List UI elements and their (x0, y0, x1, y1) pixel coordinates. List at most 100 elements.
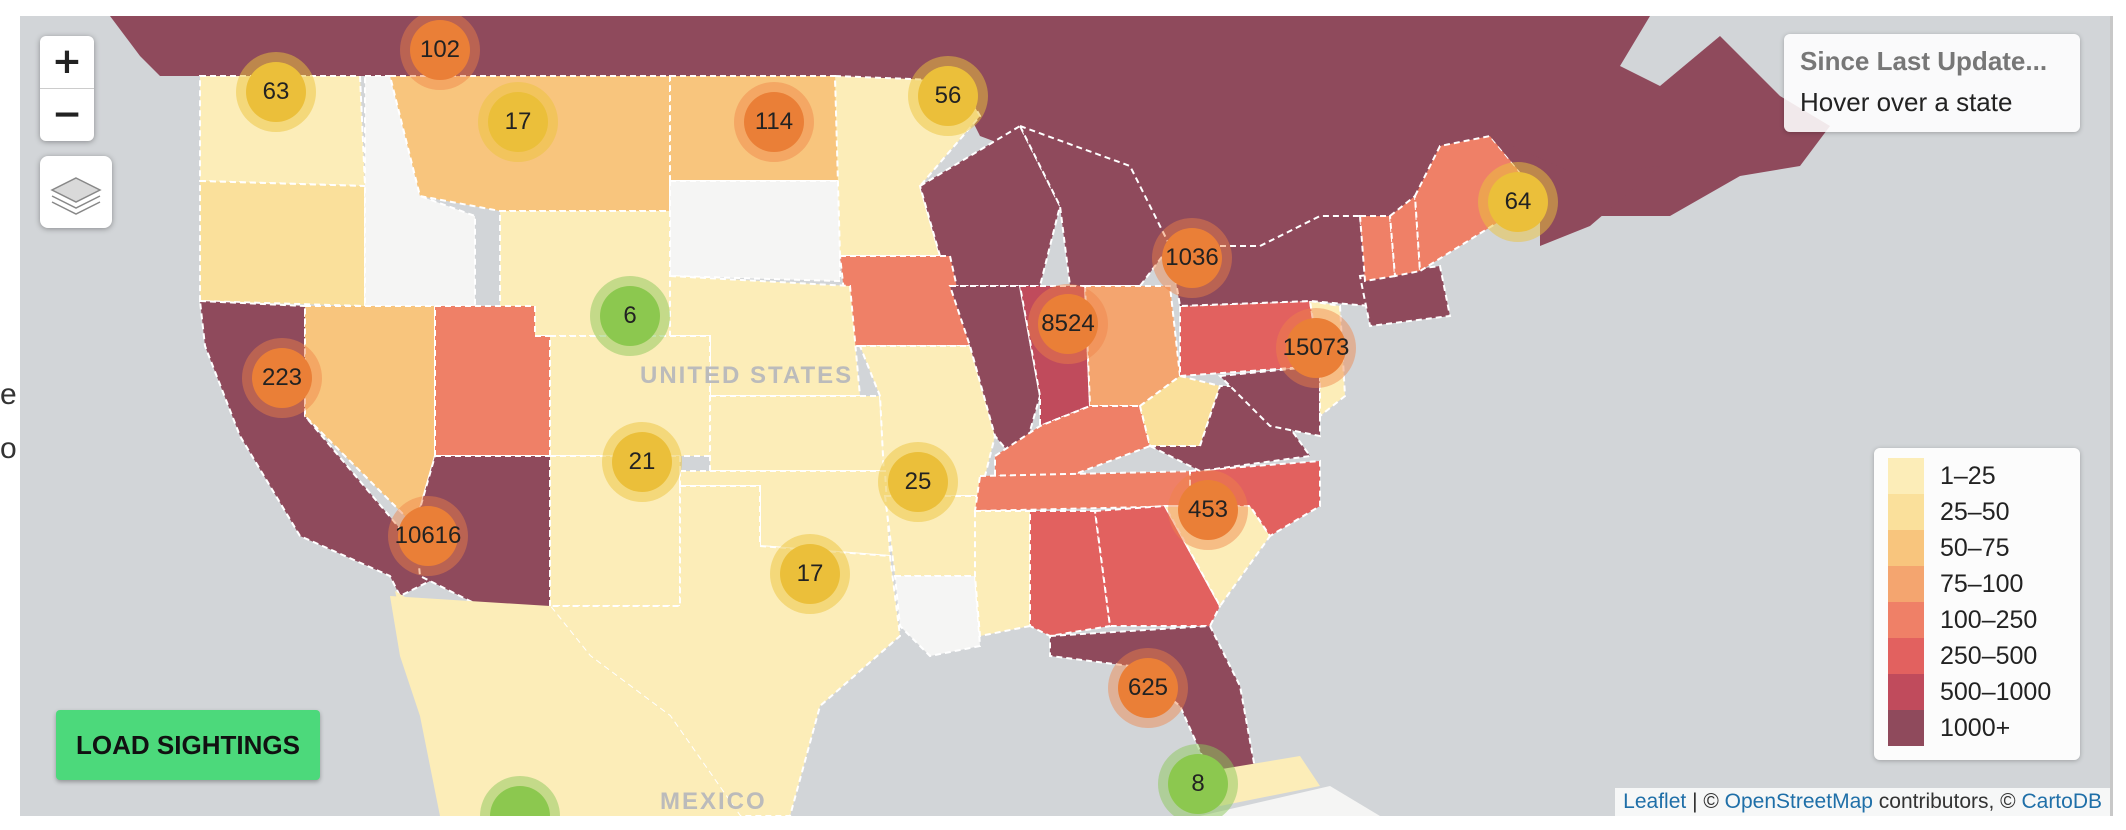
cluster-count: 102 (410, 20, 470, 80)
cluster-marker[interactable]: 25 (878, 442, 958, 522)
legend-swatch (1888, 566, 1924, 602)
legend-row: 100–250 (1888, 602, 2066, 638)
legend-label: 500–1000 (1940, 677, 2052, 706)
load-sightings-button[interactable]: LOAD SIGHTINGS (56, 710, 320, 780)
state-nh (1388, 194, 1422, 278)
state-ga (1093, 504, 1222, 627)
legend-swatch (1888, 530, 1924, 566)
legend-row: 25–50 (1888, 494, 2066, 530)
legend-label: 100–250 (1940, 605, 2038, 634)
legend-row: 50–75 (1888, 530, 2066, 566)
info-subtitle: Hover over a state (1800, 87, 2013, 117)
legend-swatch (1888, 494, 1924, 530)
cluster-count: 15073 (1283, 318, 1349, 378)
cluster-count: 21 (612, 432, 672, 492)
cluster-count: 17 (488, 92, 548, 152)
legend-row: 500–1000 (1888, 674, 2066, 710)
legend-swatch (1888, 638, 1924, 674)
cluster-count: 8 (1168, 754, 1228, 814)
state-ks (709, 395, 887, 472)
cluster-marker[interactable]: 21 (602, 422, 682, 502)
legend-row: 250–500 (1888, 638, 2066, 674)
state-or (199, 179, 366, 308)
cluster-count: 64 (1488, 172, 1548, 232)
state-ms (974, 510, 1031, 638)
cluster-marker[interactable]: 10616 (388, 496, 468, 576)
attribution-sep: | © (1686, 790, 1725, 813)
cluster-count: 223 (252, 348, 312, 408)
cluster-marker[interactable]: 223 (242, 338, 322, 418)
cluster-marker[interactable]: 15073 (1276, 308, 1356, 388)
cluster-count: 453 (1178, 480, 1238, 540)
state-mi (1017, 124, 1172, 287)
zoom-control: + − (40, 36, 94, 141)
zoom-in-button[interactable]: + (40, 36, 94, 89)
cluster-marker[interactable]: 1036 (1152, 218, 1232, 298)
legend-label: 1–25 (1940, 461, 1996, 490)
state-nv (304, 305, 436, 528)
attribution-mid: contributors, © (1872, 790, 2022, 813)
legend-row: 1–25 (1888, 458, 2066, 494)
carto-link[interactable]: CartoDB (2021, 790, 2102, 813)
cluster-marker[interactable]: 453 (1168, 470, 1248, 550)
legend-swatch (1888, 710, 1924, 746)
legend-label: 50–75 (1940, 533, 2010, 562)
edge-text-fragment: e (0, 378, 17, 411)
layers-icon (50, 177, 102, 215)
cluster-count: 17 (780, 544, 840, 604)
legend-swatch (1888, 674, 1924, 710)
legend-label: 25–50 (1940, 497, 2010, 526)
country-label-us: UNITED STATES (640, 362, 854, 389)
layers-button[interactable] (40, 156, 112, 228)
cluster-count: 1036 (1162, 228, 1222, 288)
cluster-marker[interactable]: 64 (1478, 162, 1558, 242)
legend-row: 1000+ (1888, 710, 2066, 746)
region-maritimes (1490, 136, 1660, 246)
leaflet-link[interactable]: Leaflet (1623, 790, 1687, 813)
region-baja (395, 591, 480, 776)
cluster-marker[interactable]: 6 (590, 276, 670, 356)
country-label-mx: MEXICO (660, 788, 767, 815)
state-tn (973, 469, 1202, 513)
legend-label: 250–500 (1940, 641, 2038, 670)
legend: 1–25 25–50 50–75 75–100 100–250 250–500 500–10… (1874, 448, 2080, 760)
legend-label: 75–100 (1940, 569, 2024, 598)
cluster-marker[interactable]: 56 (908, 56, 988, 136)
cluster-count: 10616 (395, 506, 461, 566)
legend-swatch (1888, 458, 1924, 494)
attribution: Leaflet | © OpenStreetMap contributors, … (1615, 788, 2110, 816)
state-al (1029, 510, 1112, 638)
zoom-out-button[interactable]: − (51, 94, 83, 135)
map-container[interactable]: UNITED STATES MEXICO 102 63 17 114 56 64 1036 8… (20, 16, 2113, 816)
cluster-count: 625 (1118, 658, 1178, 718)
map-base (110, 16, 1830, 816)
info-panel: Since Last Update... Hover over a state (1784, 34, 2080, 132)
state-sd (669, 180, 841, 283)
region-mexico (390, 596, 740, 816)
cluster-marker[interactable]: 625 (1108, 648, 1188, 728)
info-title: Since Last Update... (1800, 46, 2048, 76)
cluster-count: 6 (600, 286, 660, 346)
osm-link[interactable]: OpenStreetMap (1724, 790, 1873, 813)
cluster-count: 114 (744, 92, 804, 152)
cluster-marker[interactable]: 8 (1158, 744, 1238, 816)
cluster-marker[interactable]: 63 (236, 52, 316, 132)
cluster-marker[interactable]: 114 (734, 82, 814, 162)
state-ky (994, 405, 1152, 477)
edge-text-fragment: o (0, 432, 17, 465)
cluster-count (490, 786, 550, 816)
cluster-count: 56 (918, 66, 978, 126)
cluster-marker[interactable]: 8524 (1028, 284, 1108, 364)
cluster-count: 25 (888, 452, 948, 512)
cluster-marker[interactable]: 102 (400, 16, 480, 90)
state-vt (1358, 215, 1397, 283)
state-ia (838, 255, 972, 347)
legend-label: 1000+ (1940, 713, 2011, 742)
cluster-marker[interactable]: 17 (770, 534, 850, 614)
cluster-marker[interactable]: 17 (478, 82, 558, 162)
state-md (1217, 364, 1321, 438)
cluster-count: 8524 (1038, 294, 1098, 354)
legend-swatch (1888, 602, 1924, 638)
state-ut (434, 305, 551, 457)
cluster-count: 63 (246, 62, 306, 122)
